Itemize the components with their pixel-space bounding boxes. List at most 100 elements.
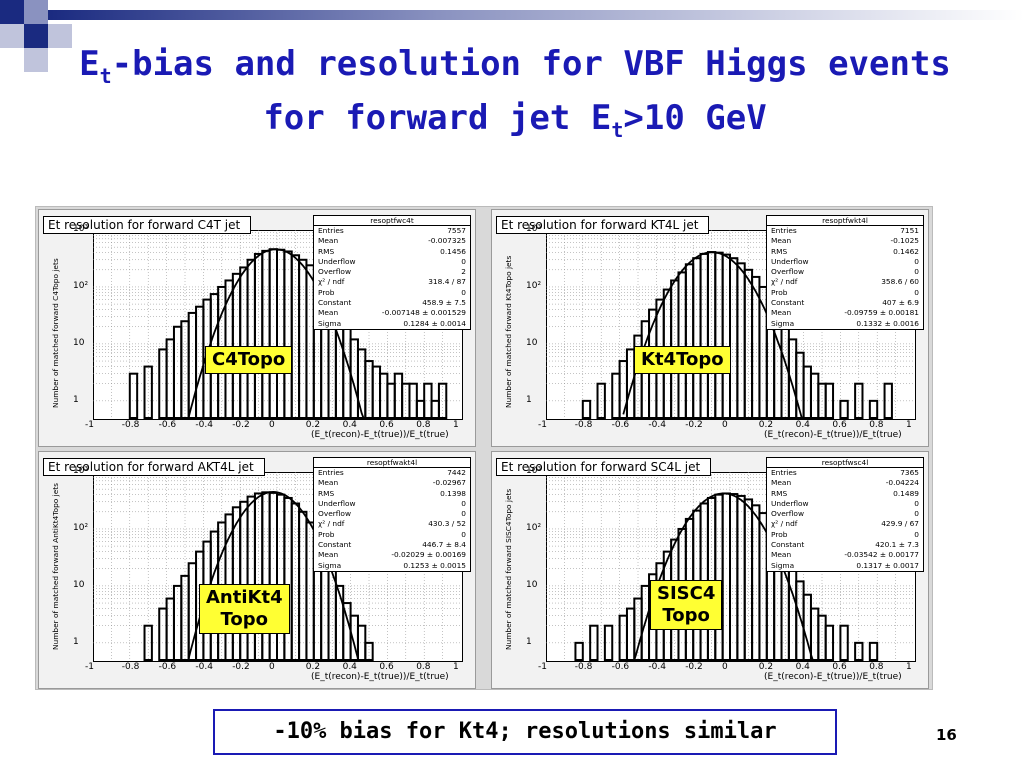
stats-box: resoptfwc4t Entries 7557 Mean -0.007325 RMS 0.… [313,215,471,330]
histogram-bin [283,250,293,419]
stats-row: Mean -0.02967 [314,478,470,488]
y-tick-label: 10² [526,280,542,291]
x-tick-label: -0.4 [195,662,213,672]
stats-value: 0.1456 [440,246,466,256]
stats-value: 0.1489 [893,488,919,498]
stats-value: 420.1 ± 7.3 [875,540,919,550]
stats-row: Constant 420.1 ± 7.3 [767,540,923,550]
stats-value: 7151 [900,226,919,235]
stats-key: RMS [771,246,788,256]
slide-title-line2: for forward jet Et>10 GeV [40,98,990,142]
stats-key: Sigma [318,560,342,570]
stats-row: Sigma 0.1332 ± 0.0016 [767,319,923,329]
x-tick-label: 0.2 [758,420,774,430]
stats-name: resoptfwsc4l [767,458,923,468]
stats-value: 407 ± 6.9 [882,298,919,308]
stats-key: Overflow [771,267,804,277]
y-tick-label: 1 [526,636,532,647]
x-tick-label: 0.8 [416,420,431,430]
x-tick-label: 0.2 [305,420,321,430]
x-tick-label: 0.8 [869,420,884,430]
stats-key: Constant [771,540,805,550]
stats-row: Prob 0 [767,530,923,540]
top-gradient-line [48,10,1024,20]
x-tick-label: 0.4 [342,420,357,430]
corner-square-2 [24,0,48,24]
stats-value: 7557 [447,226,466,235]
histogram-bin [795,580,805,661]
histogram-bin [128,372,139,419]
stats-key: Mean [771,308,792,318]
y-tick-label: 10² [526,522,542,533]
y-tick-label: 10² [73,280,89,291]
stats-key: Sigma [771,318,795,328]
y-tick-label: 10² [73,522,89,533]
histogram-bin [618,614,628,661]
y-tick-label: 10 [73,337,85,348]
x-tick-label: -1 [538,420,547,430]
algorithm-label: SISC4 Topo [650,580,723,630]
stats-key: Prob [318,529,335,539]
stats-row: Sigma 0.1253 ± 0.0015 [314,561,470,571]
histogram-bin [603,624,614,662]
x-tick-label: 0.6 [379,662,394,672]
x-tick-label: 0.2 [305,662,321,672]
stats-key: Constant [771,298,805,308]
y-axis-label: Number of matched forward AntiKt4Topo je… [51,483,60,650]
histogram-panel: Et resolution for forward C4T jet resoptf… [38,209,476,447]
x-tick-label: 0 [722,662,728,672]
histogram-bin [371,365,382,419]
stats-key: Underflow [771,256,809,266]
stats-value: 0.1332 ± 0.0016 [856,318,919,328]
stats-value: 7365 [900,468,919,477]
stats-key: Sigma [318,318,342,328]
x-tick-label: -1 [85,662,94,672]
title-text-d: >10 GeV [623,98,767,138]
y-tick-label: 10³ [73,466,89,476]
stats-row: Overflow 0 [767,509,923,519]
x-tick-label: -0.4 [648,662,666,672]
y-axis-label: Number of matched forward C4Topo jets [51,258,60,408]
stats-key: Entries [318,468,344,477]
stats-key: Underflow [771,498,809,508]
histogram-bin [684,263,695,420]
x-tick-label: 0.4 [795,420,810,430]
stats-row: Sigma 0.1317 ± 0.0017 [767,561,923,571]
stats-value: -0.02029 ± 0.00169 [391,550,466,560]
histogram-bin [736,494,746,662]
histogram-title: Et resolution for forward KT4L jet [496,216,710,234]
title-text-c: for forward jet E [263,98,612,138]
stats-row: Overflow 0 [314,509,470,519]
histogram-bin [787,565,798,661]
stats-key: Entries [318,226,344,235]
x-tick-label: -0.2 [232,662,250,672]
page-number: 16 [936,726,957,744]
histogram-bin [839,399,849,419]
stats-row: Prob 0 [767,288,923,298]
stats-key: Mean [771,236,792,246]
stats-row: Constant 458.9 ± 7.5 [314,298,470,308]
stats-value: 0 [914,509,919,519]
stats-row: χ² / ndf 318.4 / 87 [314,277,470,287]
stats-box: resoptfwkt4l Entries 7151 Mean -0.1025 RMS 0.1… [766,215,924,330]
stats-row: χ² / ndf 430.3 / 52 [314,519,470,529]
algorithm-label-line: AntiKt4 [206,587,283,608]
histogram-bin [430,399,440,419]
y-tick-label: 1 [73,394,79,405]
histogram-title: Et resolution for forward AKT4L jet [43,458,265,476]
y-tick-label: 1 [73,636,79,647]
x-axis-label: (E_t(recon)-E_t(true))/E_t(true) [311,672,449,682]
histogram-bin [246,495,256,662]
histogram-bin [721,492,731,661]
stats-value: 0.1398 [440,488,466,498]
histogram-bin [751,504,761,661]
stats-row: RMS 0.1456 [314,247,470,257]
stats-value: 0 [914,256,919,266]
x-tick-label: -0.6 [158,420,177,430]
histogram-bin [423,382,433,420]
x-axis-label: (E_t(recon)-E_t(true))/E_t(true) [311,430,449,440]
stats-value: 429.9 / 67 [881,519,919,529]
stats-key: Mean [318,550,339,560]
histogram-bin [706,496,717,661]
stats-value: 0 [914,529,919,539]
